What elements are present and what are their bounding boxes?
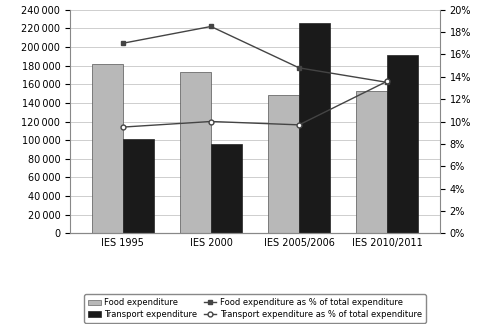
Bar [387, 55, 418, 233]
Bar [211, 144, 242, 233]
Bar [123, 139, 154, 233]
Bar [356, 91, 387, 233]
Bar [180, 72, 211, 233]
Bar [299, 23, 330, 233]
Bar [268, 96, 299, 233]
Bar [92, 64, 123, 233]
Legend: Food expenditure, Transport expenditure, Food expenditure as % of total expendit: Food expenditure, Transport expenditure,… [84, 294, 426, 323]
